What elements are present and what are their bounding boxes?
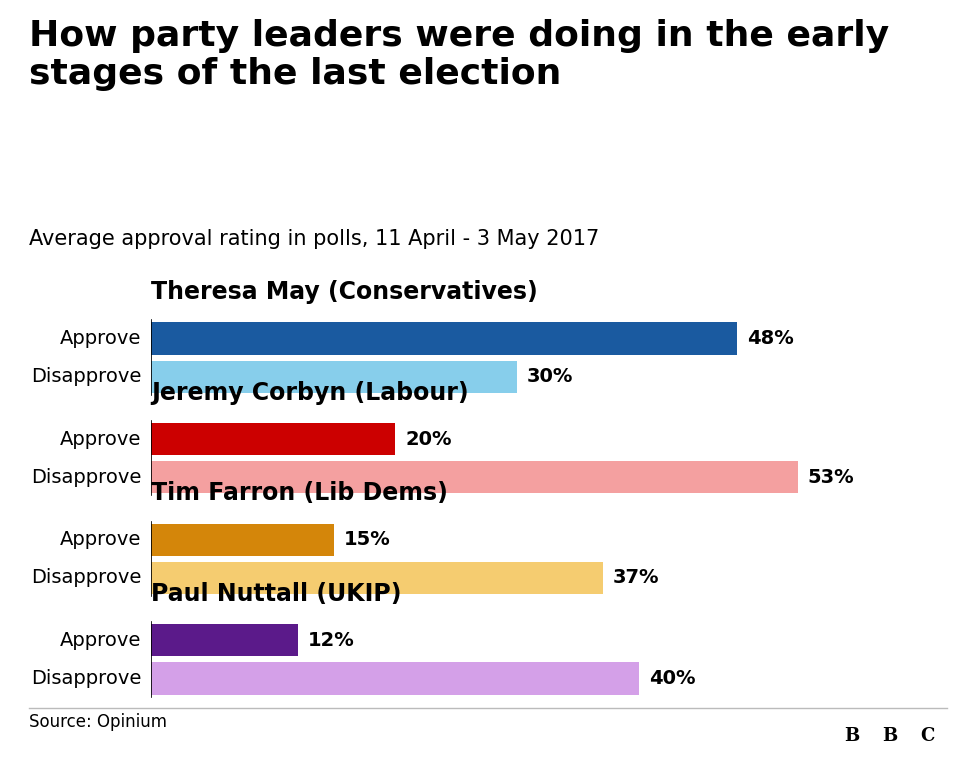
Text: Source: Opinium: Source: Opinium [29, 713, 167, 732]
Text: Disapprove: Disapprove [31, 367, 142, 386]
Text: 30%: 30% [527, 367, 574, 386]
Text: Disapprove: Disapprove [31, 468, 142, 487]
Text: Jeremy Corbyn (Labour): Jeremy Corbyn (Labour) [151, 381, 468, 405]
Text: Approve: Approve [61, 329, 142, 348]
Text: 53%: 53% [807, 468, 854, 487]
Bar [151, 662, 639, 694]
Text: Disapprove: Disapprove [31, 669, 142, 688]
FancyBboxPatch shape [874, 718, 906, 753]
Bar [151, 562, 602, 594]
Bar [151, 361, 517, 393]
Text: Approve: Approve [61, 631, 142, 649]
Text: Paul Nuttall (UKIP): Paul Nuttall (UKIP) [151, 582, 402, 606]
Bar [151, 624, 298, 656]
Text: B: B [882, 726, 897, 745]
Bar [151, 423, 395, 455]
Bar [151, 461, 797, 494]
FancyBboxPatch shape [836, 718, 869, 753]
Text: 37%: 37% [613, 568, 659, 588]
Text: Theresa May (Conservatives): Theresa May (Conservatives) [151, 280, 538, 304]
Text: 48%: 48% [747, 329, 793, 348]
Text: Approve: Approve [61, 530, 142, 549]
Text: B: B [844, 726, 860, 745]
Text: Tim Farron (Lib Dems): Tim Farron (Lib Dems) [151, 481, 448, 505]
Text: Disapprove: Disapprove [31, 568, 142, 588]
Text: 40%: 40% [649, 669, 696, 688]
Text: How party leaders were doing in the early
stages of the last election: How party leaders were doing in the earl… [29, 19, 889, 91]
Text: 12%: 12% [307, 631, 354, 649]
FancyBboxPatch shape [912, 718, 943, 753]
Text: 20%: 20% [405, 430, 452, 449]
Bar [151, 323, 737, 355]
Text: 15%: 15% [344, 530, 390, 549]
Text: C: C [920, 726, 934, 745]
Bar [151, 523, 334, 555]
Text: Average approval rating in polls, 11 April - 3 May 2017: Average approval rating in polls, 11 Apr… [29, 229, 599, 249]
Text: Approve: Approve [61, 430, 142, 449]
